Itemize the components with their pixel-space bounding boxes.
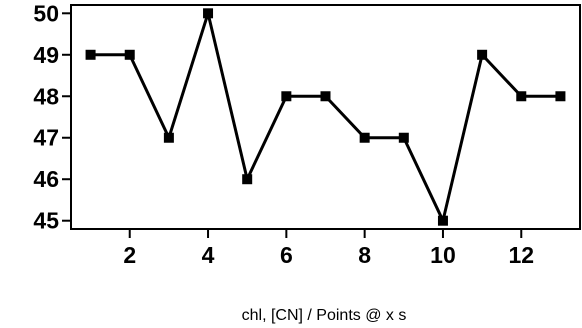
data-point-marker: [320, 91, 331, 102]
x-axis: 2 4 6 8 10 12: [123, 229, 534, 268]
data-point-marker: [398, 132, 409, 143]
data-point-marker: [203, 8, 214, 19]
data-series: [85, 8, 566, 226]
data-point-marker: [163, 132, 174, 143]
y-tick-label: 50: [33, 0, 59, 26]
data-point-marker: [242, 174, 253, 185]
y-axis: 45 46 47 48 49 50: [33, 0, 71, 234]
x-tick-label: 4: [202, 242, 215, 268]
series-line: [90, 11, 561, 223]
y-tick-label: 46: [33, 166, 59, 192]
x-tick-label: 8: [358, 242, 371, 268]
x-tick-label: 2: [123, 242, 136, 268]
y-tick-label: 49: [33, 42, 59, 68]
x-tick-label: 10: [430, 242, 456, 268]
data-point-marker: [281, 91, 292, 102]
x-tick-label: 6: [280, 242, 293, 268]
y-tick-label: 48: [33, 83, 59, 109]
x-tick-label: 12: [508, 242, 534, 268]
data-point-marker: [124, 49, 135, 60]
y-tick-label: 45: [33, 208, 59, 234]
y-tick-label: 47: [33, 125, 59, 151]
data-point-marker: [477, 49, 488, 60]
data-point-marker: [437, 215, 448, 226]
data-point-marker: [555, 91, 566, 102]
data-point-marker: [85, 49, 96, 60]
data-point-marker: [359, 132, 370, 143]
data-point-marker: [516, 91, 527, 102]
plot-frame: [70, 4, 581, 230]
x-axis-title: chl, [CN] / Points @ x s: [242, 307, 407, 324]
